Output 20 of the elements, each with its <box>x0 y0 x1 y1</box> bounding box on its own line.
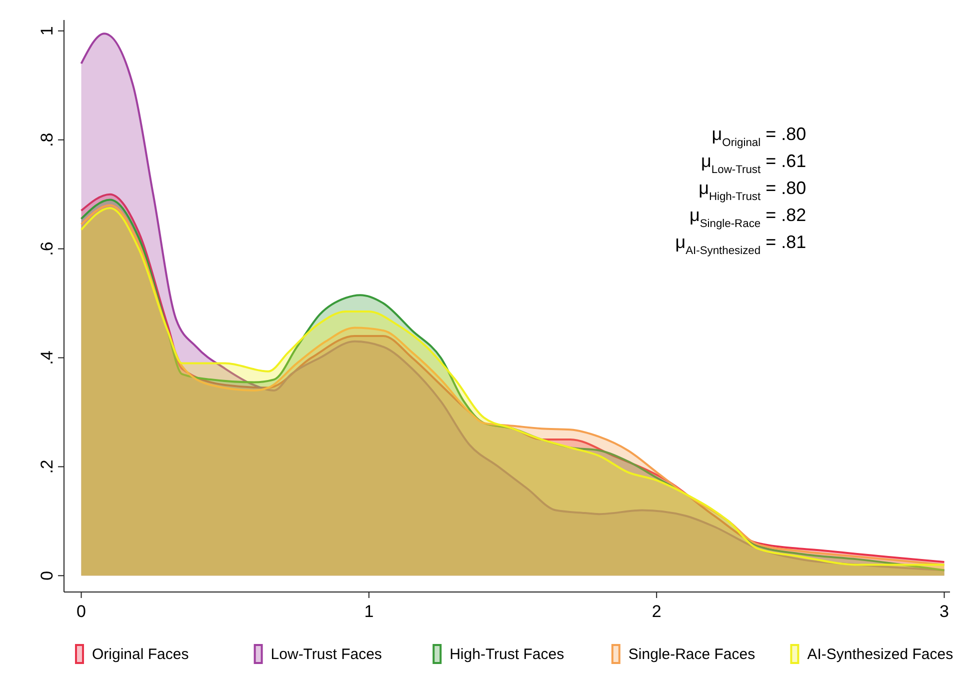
annotation: μ$_{Original}$ = .80 <box>712 124 806 149</box>
y-tick-label: 0 <box>37 570 56 580</box>
legend-label: Low-Trust Faces <box>270 646 382 663</box>
annotation: μ$_{High-Trust}$ = .80 <box>698 178 806 203</box>
annotation: μ$_{Low-Trust}$ = .61 <box>701 150 806 176</box>
legend-label: High-Trust Faces <box>450 646 564 663</box>
y-tick-label: .2 <box>37 460 56 474</box>
annotation: μ$_{Single-Race}$ = .82 <box>689 204 806 230</box>
y-tick-label: 1 <box>37 26 56 36</box>
y-tick-label: .6 <box>37 242 56 256</box>
x-tick-label: 2 <box>652 602 662 621</box>
legend-label: AI-Synthesized Faces <box>807 646 954 663</box>
x-tick-label: 1 <box>364 602 374 621</box>
legend-label: Single-Race Faces <box>628 646 756 663</box>
x-tick-label: 0 <box>76 602 86 621</box>
y-tick-label: .8 <box>37 132 56 147</box>
annotation: μ$_{AI-Synthesized}$ = .81 <box>675 232 806 257</box>
x-tick-label: 3 <box>940 602 949 621</box>
y-tick-label: .4 <box>37 350 56 365</box>
legend-label: Original Faces <box>92 646 189 663</box>
